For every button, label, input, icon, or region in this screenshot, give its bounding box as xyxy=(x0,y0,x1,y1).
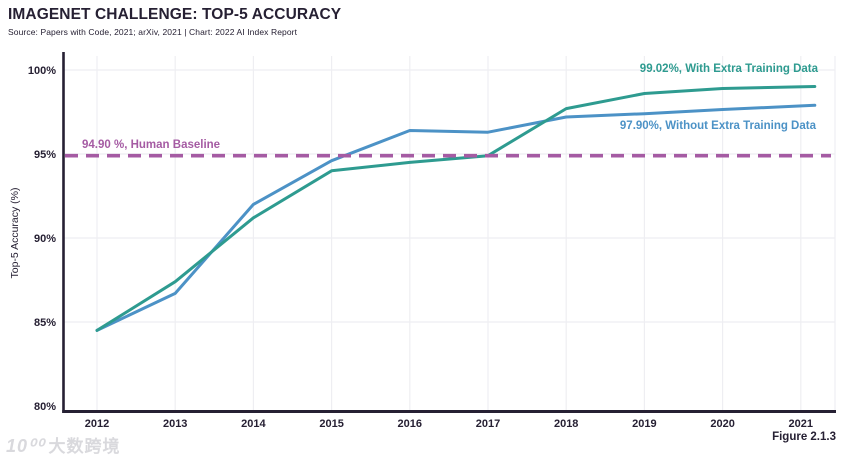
watermark: 10⁰⁰ 大数跨境 xyxy=(6,432,120,457)
x-tick-label: 2018 xyxy=(554,418,578,430)
x-tick-label: 2016 xyxy=(398,418,422,430)
y-tick-label: 90% xyxy=(34,233,56,245)
chart-subtitle: Source: Papers with Code, 2021; arXiv, 2… xyxy=(8,27,298,37)
y-tick-label: 95% xyxy=(34,149,56,161)
watermark-logo-icon: 10⁰⁰ xyxy=(6,436,45,456)
y-axis-title: Top-5 Accuracy (%) xyxy=(9,187,21,279)
chart-title: IMAGENET CHALLENGE: TOP-5 ACCURACY xyxy=(8,6,342,23)
x-tick-label: 2021 xyxy=(789,418,813,430)
y-tick-label: 85% xyxy=(34,317,56,329)
x-tick-label: 2017 xyxy=(476,418,500,430)
x-tick-label: 2020 xyxy=(710,418,734,430)
x-tick-label: 2014 xyxy=(241,418,266,430)
x-tick-label: 2012 xyxy=(85,418,109,430)
x-tick-label: 2019 xyxy=(632,418,656,430)
with-extra-annotation: 99.02%, With Extra Training Data xyxy=(639,63,818,75)
x-tick-label: 2013 xyxy=(163,418,187,430)
series-line-with_extra xyxy=(95,85,817,332)
figure-number: Figure 2.1.3 xyxy=(772,431,836,443)
chart-header: IMAGENET CHALLENGE: TOP-5 ACCURACY Sourc… xyxy=(8,6,341,37)
y-tick-label: 100% xyxy=(28,65,56,77)
human-baseline-annotation: 94.90 %, Human Baseline xyxy=(82,139,221,151)
watermark-text: 大数跨境 xyxy=(48,437,121,456)
without-extra-annotation: 97.90%, Without Extra Training Data xyxy=(619,120,816,132)
y-tick-label: 80% xyxy=(34,401,56,413)
x-tick-label: 2015 xyxy=(319,418,343,430)
